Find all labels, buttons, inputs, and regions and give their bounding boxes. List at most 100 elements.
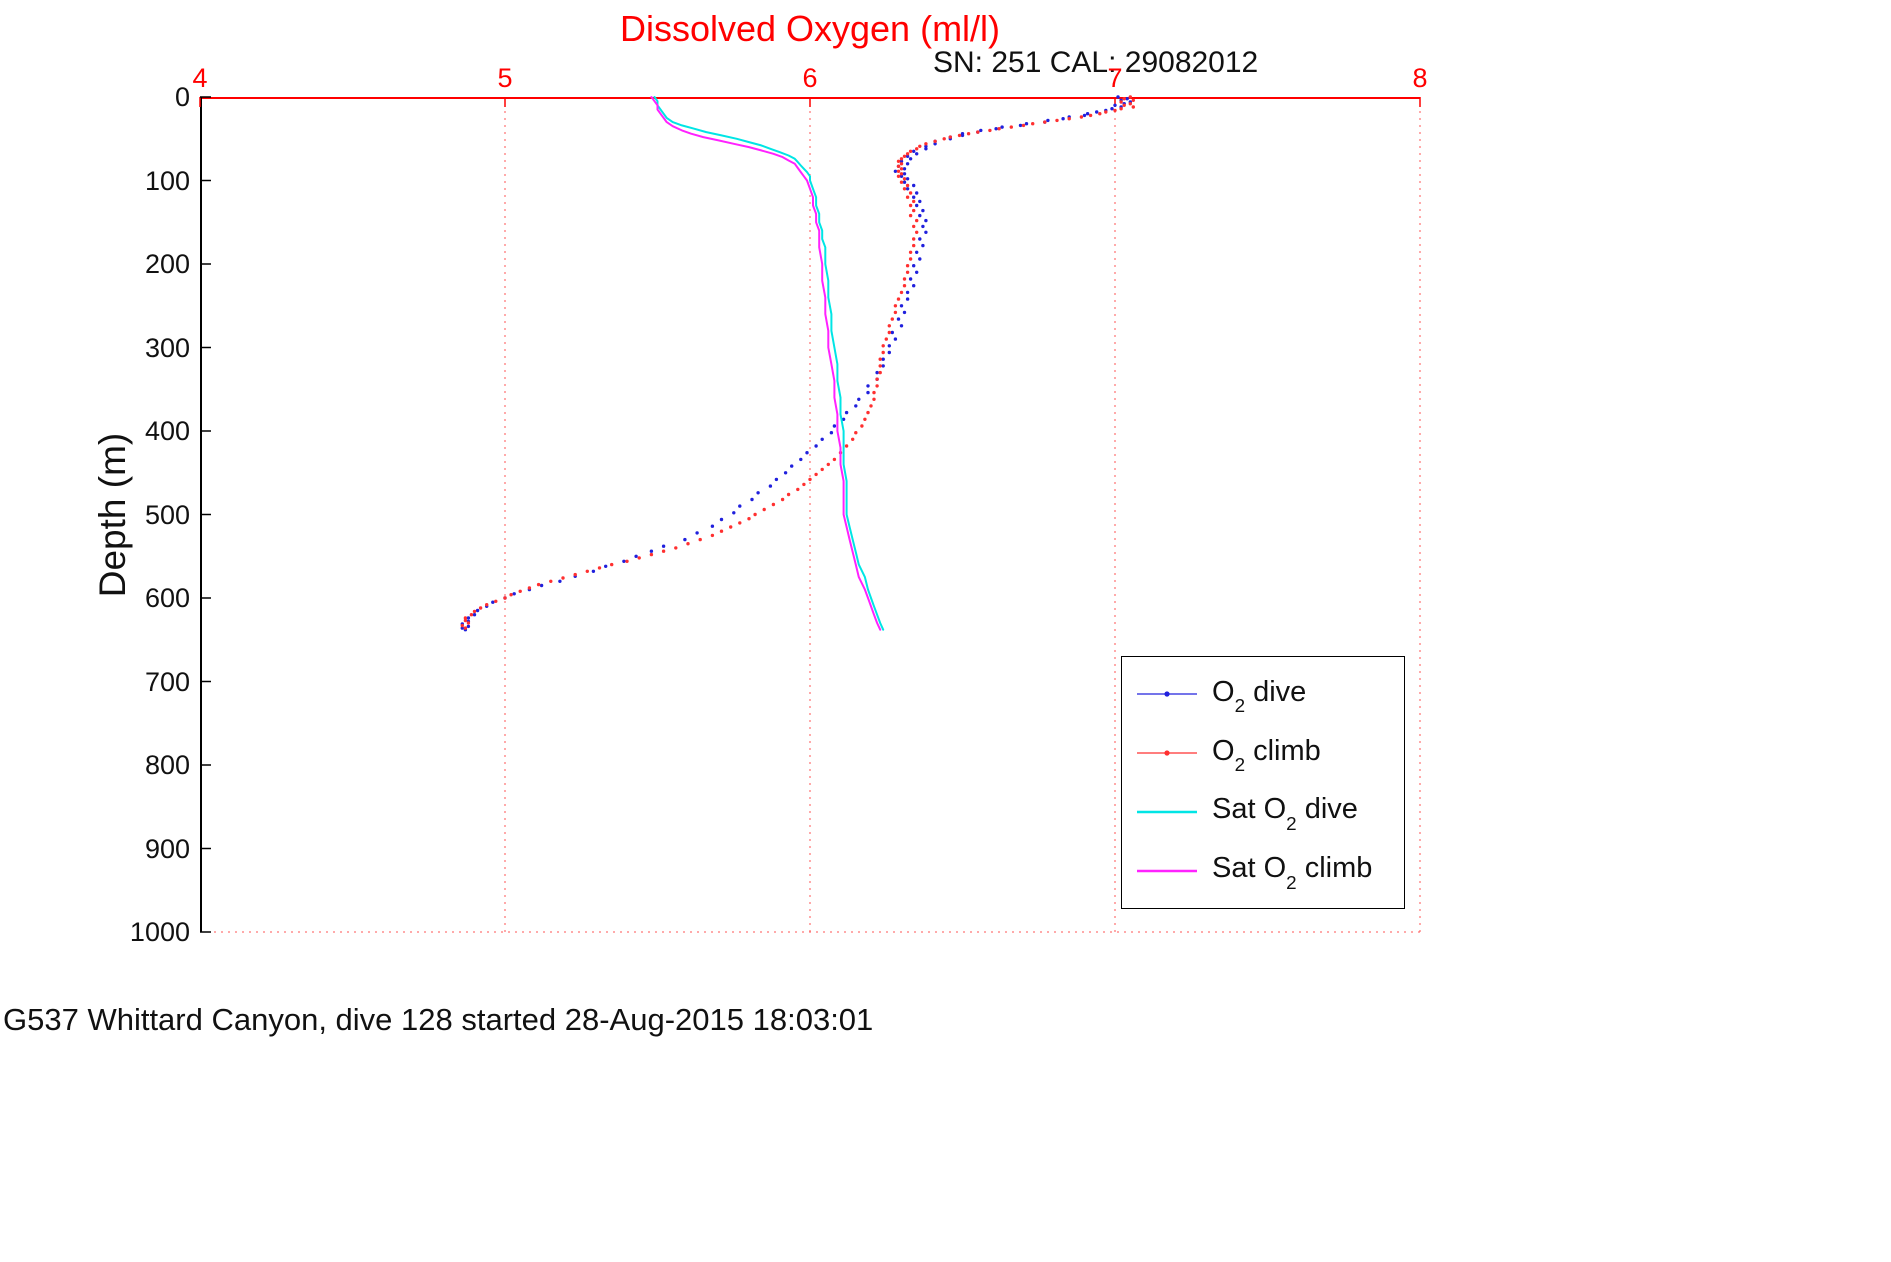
legend-sample-sat-o2-climb: [1137, 869, 1197, 872]
data-point: [750, 497, 754, 502]
data-point: [756, 491, 760, 495]
data-point: [1061, 117, 1065, 121]
data-point: [866, 410, 870, 415]
data-point: [478, 606, 483, 610]
data-point: [1119, 107, 1123, 111]
data-point: [1122, 97, 1126, 101]
data-point: [921, 224, 925, 229]
oxygen-profile-plot-area: [199, 95, 1421, 933]
data-point: [942, 137, 946, 141]
data-point: [509, 593, 513, 597]
data-point: [826, 462, 830, 467]
data-point: [585, 569, 589, 573]
data-point: [908, 191, 913, 195]
data-point: [912, 195, 916, 199]
data-point: [960, 133, 965, 138]
data-point: [637, 556, 641, 560]
data-point: [918, 213, 922, 218]
data-point: [902, 154, 907, 158]
data-point: [1131, 105, 1135, 109]
data-point: [844, 410, 849, 415]
data-point: [908, 213, 913, 218]
data-point: [683, 537, 687, 542]
data-point: [783, 471, 788, 475]
x-tick-label-5: 5: [497, 63, 513, 93]
data-point: [878, 370, 882, 375]
data-point: [997, 127, 1001, 131]
data-point: [875, 384, 879, 388]
data-point: [527, 586, 532, 590]
data-point: [463, 626, 468, 630]
data-point: [924, 230, 928, 234]
data-point: [902, 284, 907, 288]
data-point: [899, 290, 904, 295]
data-point: [918, 144, 922, 148]
y-tick-label-400: 400: [144, 416, 190, 446]
data-point: [988, 128, 992, 133]
legend-sample-o2-dive: [1137, 691, 1197, 697]
data-point: [1024, 122, 1029, 126]
data-point: [1104, 110, 1108, 114]
data-point: [1088, 113, 1093, 118]
data-point: [1021, 123, 1026, 128]
data-point: [893, 169, 898, 173]
data-point: [469, 613, 474, 617]
data-point: [820, 437, 824, 441]
data-point: [466, 624, 471, 629]
y-tick-label-900: 900: [144, 833, 190, 864]
data-point: [933, 142, 937, 146]
data-point: [503, 596, 507, 600]
data-point: [460, 623, 464, 628]
data-point: [976, 130, 980, 134]
data-point: [719, 517, 724, 522]
data-point: [832, 424, 837, 428]
data-point: [661, 549, 666, 553]
data-point: [820, 467, 824, 472]
data-point: [814, 472, 818, 477]
data-point: [796, 487, 800, 492]
data-point: [649, 552, 654, 557]
data-point: [905, 177, 910, 181]
data-point: [1043, 120, 1047, 124]
legend-item-o2-climb: O2 climb: [1122, 735, 1404, 775]
data-point: [686, 542, 690, 546]
data-point: [890, 317, 894, 321]
data-point: [854, 404, 858, 408]
y-tick-label-600: 600: [144, 583, 190, 613]
data-point: [905, 270, 910, 274]
data-point: [893, 337, 898, 341]
data-point: [1009, 125, 1013, 129]
data-point: [905, 297, 910, 301]
data-point: [1031, 122, 1035, 126]
data-point: [472, 613, 477, 617]
data-point: [729, 525, 733, 529]
y-tick-label-0: 0: [174, 82, 190, 112]
data-point: [918, 199, 922, 204]
data-point: [921, 208, 925, 213]
data-point: [738, 504, 742, 508]
data-point: [558, 579, 562, 583]
data-point: [924, 218, 928, 223]
data-point: [887, 344, 891, 348]
data-point: [896, 159, 901, 163]
data-point: [921, 243, 925, 248]
data-point: [1119, 100, 1123, 104]
data-point: [899, 180, 904, 184]
data-point: [908, 257, 913, 261]
data-point: [536, 582, 541, 587]
data-point: [1046, 118, 1050, 123]
y-tick-label-500: 500: [144, 499, 190, 530]
data-point: [899, 324, 904, 328]
data-point: [887, 350, 891, 355]
data-point: [896, 297, 901, 301]
legend-label-sat-o2-climb: Sat O2 climb: [1212, 852, 1373, 893]
data-point: [869, 404, 873, 408]
data-point: [1122, 103, 1126, 107]
legend-item-sat-o2-climb: Sat O2 climb: [1122, 852, 1404, 893]
data-point: [899, 157, 904, 161]
legend-label-o2-dive: O2 dive: [1212, 675, 1307, 717]
data-point: [905, 152, 910, 156]
data-point: [466, 621, 471, 625]
data-point: [887, 330, 891, 335]
data-point: [881, 350, 885, 355]
